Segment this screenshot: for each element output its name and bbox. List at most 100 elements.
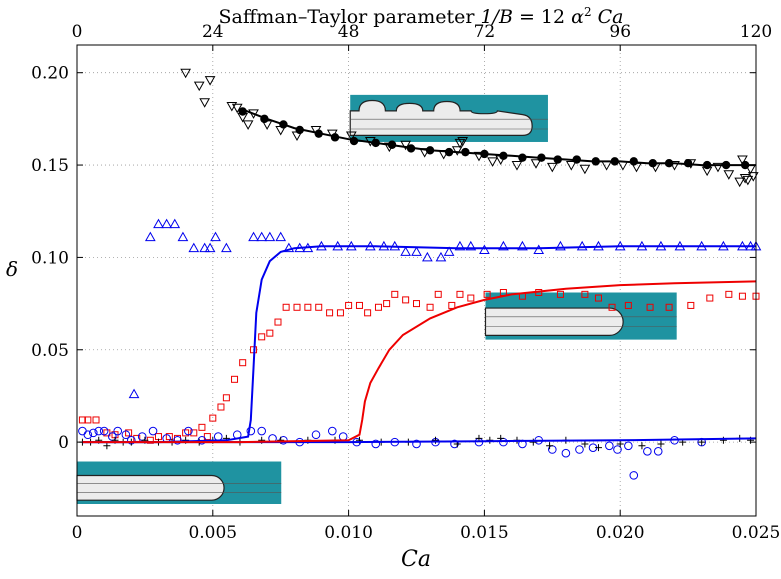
data-point: [248, 231, 259, 242]
data-point: [737, 155, 748, 166]
x-tick-label: 0.010: [324, 523, 373, 543]
data-point: [217, 403, 225, 411]
data-point: [575, 445, 584, 454]
top-tick-label: 120: [740, 22, 772, 42]
data-point: [454, 138, 466, 149]
series-line: [242, 108, 756, 167]
data-point: [742, 175, 754, 186]
data-point: [723, 170, 735, 180]
data-point: [246, 426, 256, 436]
data-point: [88, 428, 98, 438]
data-point: [435, 251, 447, 262]
x-axis-label: Ca: [401, 547, 431, 572]
bubble-shape: [349, 99, 533, 136]
x-tick-label: 0.020: [596, 523, 645, 543]
data-point: [328, 426, 337, 436]
data-point: [734, 177, 746, 188]
top-tick-label: 0: [72, 22, 83, 42]
data-point: [517, 240, 528, 251]
data-point: [629, 471, 639, 480]
data-point: [400, 246, 411, 256]
data-point: [725, 290, 733, 298]
series-line: [82, 245, 756, 444]
bubble-shape: [76, 474, 225, 501]
data-point: [199, 242, 211, 253]
data-point: [239, 359, 247, 367]
data-point: [177, 231, 189, 242]
data-point: [467, 294, 475, 302]
top-tick-label: 24: [202, 22, 224, 42]
data-point: [426, 303, 434, 311]
data-point: [125, 429, 133, 437]
bubble-shape: [484, 307, 624, 336]
data-point: [264, 231, 276, 242]
data-point: [103, 442, 111, 450]
data-point: [451, 146, 463, 156]
data-point: [533, 244, 545, 255]
inset-mid: [484, 292, 677, 340]
data-point: [188, 242, 200, 253]
data-point: [581, 440, 589, 448]
data-point: [706, 294, 714, 302]
data-point: [383, 300, 391, 308]
data-point: [169, 218, 181, 229]
y-tick-label: 0: [58, 433, 69, 453]
data-point: [144, 231, 156, 242]
data-point: [258, 333, 266, 341]
data-point: [103, 429, 111, 437]
data-point: [739, 173, 751, 184]
data-point: [434, 290, 442, 298]
data-point: [646, 303, 654, 311]
data-point: [374, 303, 382, 311]
top-tick-label: 72: [474, 22, 496, 42]
data-point: [210, 231, 221, 242]
data-point: [193, 81, 205, 92]
data-point: [198, 423, 206, 431]
data-point: [454, 240, 466, 251]
data-point: [182, 429, 190, 437]
data-point: [204, 76, 216, 86]
data-point: [83, 430, 93, 440]
data-point: [487, 157, 498, 167]
data-point: [653, 447, 663, 456]
data-point: [184, 426, 193, 436]
y-axis-label: δ: [6, 257, 18, 281]
data-point: [391, 290, 399, 298]
data-point: [665, 303, 673, 311]
data-point: [311, 430, 321, 440]
y-tick-label: 0.10: [31, 248, 69, 268]
data-point: [121, 430, 131, 440]
series-line: [82, 245, 756, 444]
data-point: [364, 309, 372, 317]
x-tick-label: 0.015: [460, 523, 509, 543]
data-point: [594, 444, 602, 452]
data-point: [345, 131, 357, 142]
data-point: [555, 240, 566, 251]
data-point: [546, 162, 558, 173]
plot-frame: [76, 44, 757, 517]
data-point: [293, 303, 301, 311]
series-square-open: [78, 289, 760, 444]
data-point: [412, 439, 421, 449]
data-point: [608, 303, 616, 311]
y-tick-label: 0.05: [31, 341, 69, 361]
data-point: [190, 429, 198, 437]
x-tick-label: 0.025: [732, 523, 781, 543]
data-point: [99, 426, 109, 436]
data-point: [315, 303, 323, 311]
data-point: [231, 375, 239, 383]
data-point: [613, 445, 622, 454]
y-tick-label: 0.15: [31, 156, 69, 176]
data-point: [483, 290, 491, 298]
data-point: [326, 309, 334, 317]
data-point: [479, 244, 490, 255]
data-point: [561, 448, 571, 458]
data-point: [400, 140, 411, 151]
data-point: [422, 251, 433, 262]
data-point: [199, 98, 211, 108]
data-point: [222, 394, 230, 402]
top-tick-label: 48: [338, 22, 360, 42]
data-point: [411, 246, 422, 256]
data-point: [256, 231, 268, 242]
